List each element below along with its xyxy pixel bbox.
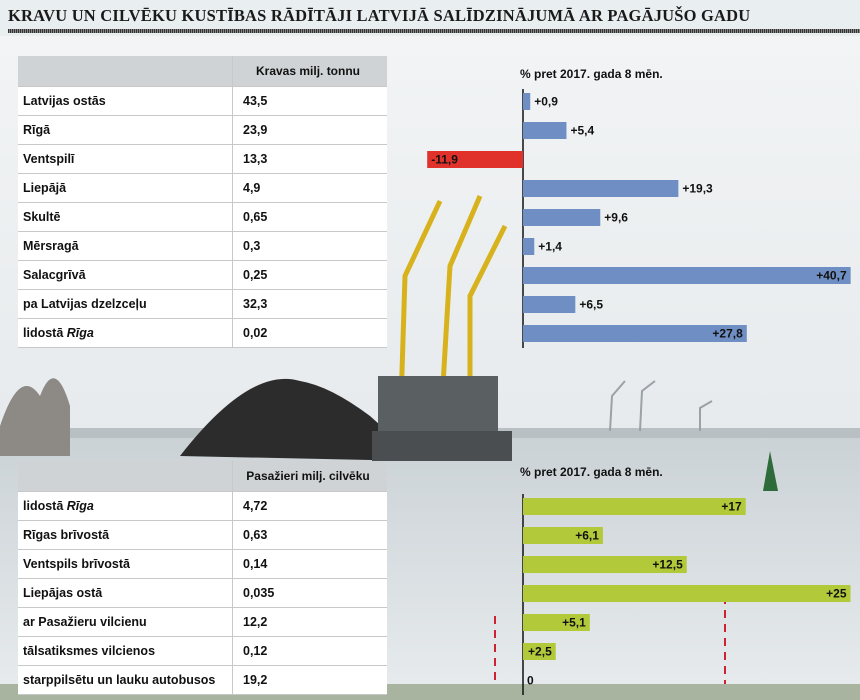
cargo-value-label: +40,7 — [816, 269, 847, 283]
passenger-table-row: ar Pasažieru vilcienu 12,2 — [18, 607, 387, 637]
passenger-bar — [523, 527, 603, 544]
cargo-category-label: Salacgrīvā — [18, 260, 233, 290]
passenger-value-label: 0 — [527, 674, 534, 688]
cargo-axis-label: % pret 2017. gada 8 mēn. — [520, 67, 663, 81]
cargo-value-label: +5,4 — [570, 124, 594, 138]
cargo-value-label: +0,9 — [534, 95, 558, 109]
passenger-category-label: ar Pasažieru vilcienu — [18, 607, 233, 637]
cargo-bar — [523, 180, 679, 197]
cargo-table-value: 0,3 — [232, 231, 387, 261]
passenger-value-label: +5,1 — [562, 616, 586, 630]
cargo-category-label: Latvijas ostās — [18, 86, 233, 116]
passenger-value-label: +6,1 — [575, 529, 599, 543]
passenger-value-label: +17 — [721, 500, 742, 514]
cargo-category-label: Rīgā — [18, 115, 233, 145]
passenger-category-label: lidostā Rīga — [18, 491, 233, 521]
passenger-table: Pasažieri milj. cilvēku lidostā Rīga 4,72 R… — [18, 461, 387, 695]
cargo-header-unit: Kravas milj. tonnu — [232, 56, 387, 87]
passenger-bar — [523, 585, 851, 602]
cargo-bar — [523, 122, 567, 139]
cargo-table-row: Latvijas ostās 43,5 — [18, 86, 387, 116]
passenger-table-row: starppilsētu un lauku autobusos 19,2 — [18, 665, 387, 695]
passenger-table-header: Pasažieri milj. cilvēku — [18, 461, 387, 492]
passenger-category-label: Liepājas ostā — [18, 578, 233, 608]
passenger-table-row: Ventspils brīvostā 0,14 — [18, 549, 387, 579]
cargo-bar — [523, 238, 535, 255]
passenger-bar — [523, 498, 746, 515]
passenger-table-row: Rīgas brīvostā 0,63 — [18, 520, 387, 550]
cargo-bar — [523, 267, 851, 284]
cargo-table-row: Ventspilī 13,3 — [18, 144, 387, 174]
cargo-table-row: pa Latvijas dzelzceļu 32,3 — [18, 289, 387, 319]
cargo-category-label: Mērsragā — [18, 231, 233, 261]
passenger-header-unit: Pasažieri milj. cilvēku — [232, 461, 387, 492]
passenger-category-label: Rīgas brīvostā — [18, 520, 233, 550]
cargo-bar — [523, 325, 747, 342]
passenger-bar — [523, 556, 687, 573]
cargo-table-header: Kravas milj. tonnu — [18, 56, 387, 87]
passenger-table-value: 4,72 — [232, 491, 387, 521]
passenger-table-value: 0,14 — [232, 549, 387, 579]
cargo-bar — [523, 93, 531, 110]
cargo-value-label: +9,6 — [604, 211, 628, 225]
cargo-table-value: 0,02 — [232, 318, 387, 348]
passenger-table-row: Liepājas ostā 0,035 — [18, 578, 387, 608]
passenger-category-label: starppilsētu un lauku autobusos — [18, 665, 233, 695]
cargo-table-value: 43,5 — [232, 86, 387, 116]
cargo-category-label: Ventspilī — [18, 144, 233, 174]
cargo-table-value: 32,3 — [232, 289, 387, 319]
cargo-table-row: Mērsragā 0,3 — [18, 231, 387, 261]
cargo-table-row: Rīgā 23,9 — [18, 115, 387, 145]
passenger-bar — [523, 614, 590, 631]
passenger-value-label: +2,5 — [528, 645, 552, 659]
cargo-value-label: -11,9 — [431, 153, 458, 167]
cargo-table: Kravas milj. tonnu Latvijas ostās 43,5 Rīgā… — [18, 56, 387, 348]
passenger-table-value: 0,035 — [232, 578, 387, 608]
passenger-bar — [523, 643, 556, 660]
passenger-axis-label: % pret 2017. gada 8 mēn. — [520, 465, 663, 479]
cargo-table-value: 4,9 — [232, 173, 387, 203]
passenger-header-blank — [18, 461, 233, 492]
cargo-table-row: Salacgrīvā 0,25 — [18, 260, 387, 290]
cargo-bar — [523, 296, 576, 313]
cargo-value-label: +27,8 — [712, 327, 743, 341]
cargo-value-label: +19,3 — [682, 182, 713, 196]
cargo-header-blank — [18, 56, 233, 87]
passenger-value-label: +25 — [826, 587, 847, 601]
cargo-table-row: lidostā Rīga 0,02 — [18, 318, 387, 348]
passenger-table-row: lidostā Rīga 4,72 — [18, 491, 387, 521]
chart-title: KRAVU UN CILVĒKU KUSTĪBAS RĀDĪTĀJI LATVI… — [8, 6, 751, 25]
passenger-table-value: 0,12 — [232, 636, 387, 666]
passenger-table-value: 19,2 — [232, 665, 387, 695]
passenger-value-label: +12,5 — [652, 558, 683, 572]
cargo-bar — [523, 209, 601, 226]
cargo-value-label: +1,4 — [538, 240, 562, 254]
cargo-table-row: Liepājā 4,9 — [18, 173, 387, 203]
cargo-table-row: Skultē 0,65 — [18, 202, 387, 232]
cargo-table-value: 23,9 — [232, 115, 387, 145]
cargo-category-label: Skultē — [18, 202, 233, 232]
cargo-table-value: 0,65 — [232, 202, 387, 232]
cargo-category-label: Liepājā — [18, 173, 233, 203]
cargo-category-label: lidostā Rīga — [18, 318, 233, 348]
cargo-category-label: pa Latvijas dzelzceļu — [18, 289, 233, 319]
cargo-bar — [427, 151, 523, 168]
cargo-table-value: 13,3 — [232, 144, 387, 174]
passenger-category-label: Ventspils brīvostā — [18, 549, 233, 579]
passenger-table-value: 12,2 — [232, 607, 387, 637]
passenger-table-row: tālsatiksmes vilcienos 0,12 — [18, 636, 387, 666]
passenger-category-label: tālsatiksmes vilcienos — [18, 636, 233, 666]
passenger-table-value: 0,63 — [232, 520, 387, 550]
cargo-table-value: 0,25 — [232, 260, 387, 290]
title-rule — [8, 29, 860, 33]
cargo-value-label: +6,5 — [579, 298, 603, 312]
